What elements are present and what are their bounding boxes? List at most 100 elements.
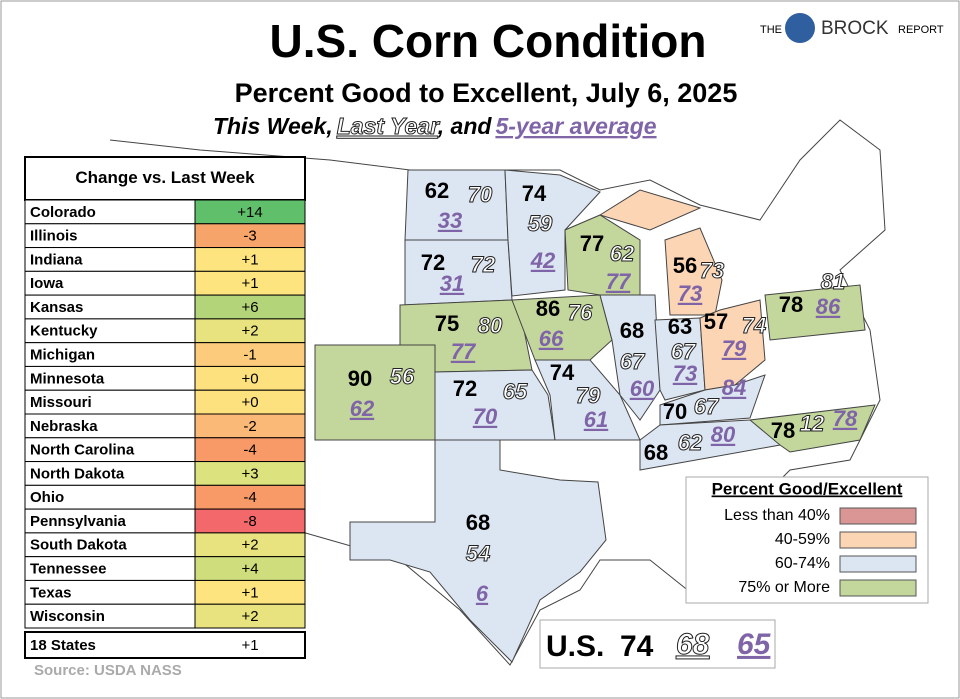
- key-sep: ,: [325, 113, 332, 139]
- change-value: +2: [241, 323, 258, 340]
- state: [314, 344, 436, 441]
- change-value: +0: [241, 394, 258, 411]
- state: [654, 317, 706, 401]
- state-name: Iowa: [30, 275, 64, 292]
- state-this-week: 70: [663, 399, 687, 424]
- key-line: This Week, Last Year, and 5-year average: [213, 113, 657, 139]
- state-name: Michigan: [30, 347, 95, 364]
- change-value: -3: [243, 228, 256, 245]
- state-name: Nebraska: [30, 418, 98, 435]
- state-name: South Dakota: [30, 537, 127, 554]
- state-name: Illinois: [30, 228, 78, 245]
- state: [349, 439, 607, 663]
- legend: Percent Good/Excellent Less than 40% 40-59…: [685, 476, 929, 604]
- state-avg: 86: [816, 294, 841, 319]
- legend-label: Less than 40%: [724, 507, 830, 524]
- state-last-year: 73: [700, 258, 724, 283]
- legend-swatch: [839, 579, 917, 597]
- state-name: North Dakota: [30, 465, 125, 482]
- change-value: +2: [241, 537, 258, 554]
- state-avg: 73: [678, 281, 702, 306]
- state-this-week: 78: [771, 418, 795, 443]
- state-avg: 84: [722, 375, 746, 400]
- change-value: +1: [241, 584, 258, 601]
- upper-michigan: [598, 189, 702, 231]
- change-value: +14: [237, 204, 262, 221]
- state-this-week: 77: [580, 231, 604, 256]
- state-name: Kentucky: [30, 323, 98, 340]
- state-last-year: 56: [390, 364, 415, 389]
- state-this-week: 74: [522, 181, 547, 206]
- state-name: Indiana: [30, 251, 83, 268]
- state-avg: 42: [530, 248, 556, 273]
- state-name: Minnesota: [30, 370, 105, 387]
- state-avg: 78: [833, 406, 858, 431]
- change-value: +1: [241, 275, 258, 292]
- change-value: +3: [241, 465, 258, 482]
- source: Source: USDA NASS: [34, 662, 182, 679]
- state: [764, 284, 866, 341]
- legend-swatch: [839, 507, 917, 525]
- key-average: 5-year average: [495, 113, 656, 139]
- state-avg: 66: [539, 326, 564, 351]
- state-last-year: 67: [620, 349, 646, 374]
- state-this-week: 68: [644, 440, 668, 465]
- change-table: Change vs. Last Week Colorado +14 Illinois -…: [24, 156, 306, 659]
- total-row: [24, 631, 306, 659]
- state-name: North Carolina: [30, 442, 135, 459]
- total-value: +1: [241, 637, 258, 654]
- state-name: Tennessee: [30, 561, 106, 578]
- change-value: +0: [241, 370, 258, 387]
- state-this-week: 63: [668, 314, 692, 339]
- state-name: Wisconsin: [30, 608, 105, 625]
- state: [748, 404, 876, 453]
- state-avg: 80: [711, 422, 736, 447]
- state-this-week: 75: [435, 311, 459, 336]
- legend-title: Percent Good/Excellent: [712, 479, 903, 498]
- us-last-year: 68: [676, 628, 710, 661]
- key-last-year: Last Year: [337, 113, 440, 139]
- change-value: +1: [241, 251, 258, 268]
- state-last-year: 74: [742, 313, 766, 338]
- logo-name: BROCK: [821, 18, 889, 39]
- change-value: -4: [243, 442, 256, 459]
- us-box: [539, 619, 776, 669]
- state-avg: 79: [722, 336, 747, 361]
- state: [599, 294, 661, 421]
- state: [504, 169, 601, 297]
- legend-label: 75% or More: [738, 579, 830, 596]
- us-this-week: 74: [620, 630, 654, 663]
- state-this-week: 56: [673, 253, 697, 278]
- logo-post: REPORT: [898, 24, 944, 36]
- state: [511, 294, 613, 361]
- legend-swatch: [839, 555, 917, 573]
- legend-label: 40-59%: [775, 531, 830, 548]
- state-last-year: 80: [478, 313, 503, 338]
- state-name: Kansas: [30, 299, 83, 316]
- state-last-year: 59: [528, 211, 553, 236]
- state-avg: 73: [673, 361, 697, 386]
- state-name: Ohio: [30, 489, 64, 506]
- total-label: 18 States: [30, 637, 96, 654]
- state-last-year: 70: [468, 182, 493, 207]
- state-this-week: 62: [425, 178, 449, 203]
- change-value: -2: [243, 418, 256, 435]
- state: [434, 369, 556, 441]
- legend-label: 60-74%: [775, 555, 830, 572]
- state-avg: 6: [476, 581, 489, 606]
- state-avg: 31: [440, 271, 464, 296]
- state: [664, 227, 723, 316]
- title: U.S. Corn Condition: [270, 15, 707, 67]
- state-last-year: 65: [503, 379, 528, 404]
- state-this-week: 72: [453, 376, 477, 401]
- state-last-year: 67: [671, 339, 697, 364]
- state-last-year: 12: [800, 411, 825, 436]
- state-avg: 33: [438, 208, 462, 233]
- state-name: Colorado: [30, 204, 96, 221]
- state-this-week: 68: [466, 510, 490, 535]
- key-sep: , and: [437, 113, 493, 139]
- state-name: Texas: [30, 584, 71, 601]
- table-title: Change vs. Last Week: [75, 168, 255, 187]
- state-this-week: 57: [704, 309, 728, 334]
